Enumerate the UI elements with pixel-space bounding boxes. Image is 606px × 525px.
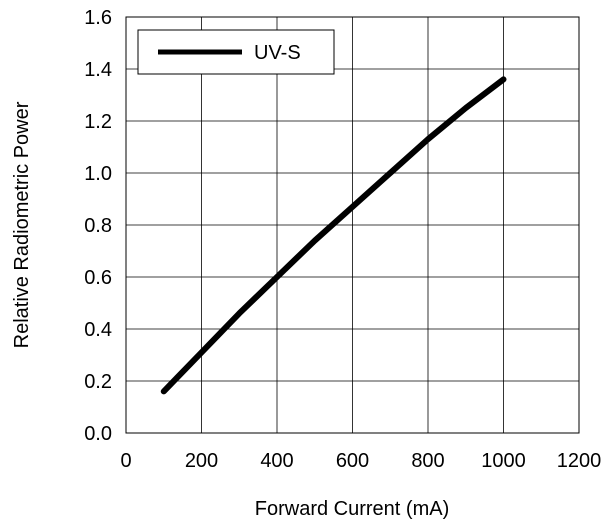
x-tick-label: 200 bbox=[185, 450, 218, 472]
plot-area-frame bbox=[125, 16, 580, 434]
x-tick-label: 0 bbox=[120, 450, 131, 472]
series-layer bbox=[160, 76, 507, 395]
series-line bbox=[160, 76, 507, 395]
y-axis-label: Relative Radiometric Power bbox=[11, 101, 33, 348]
y-tick-label: 1.0 bbox=[84, 163, 112, 185]
x-tick-label: 600 bbox=[336, 450, 369, 472]
y-tick-label: 1.2 bbox=[84, 111, 112, 133]
x-tick-label: 400 bbox=[260, 450, 293, 472]
y-tick-label: 0.0 bbox=[84, 423, 112, 445]
x-tick-label: 1200 bbox=[557, 450, 602, 472]
x-axis-ticks: 0 200 400 600 800 1000 1200 bbox=[120, 450, 601, 472]
x-tick-label: 800 bbox=[411, 450, 444, 472]
y-tick-label: 0.4 bbox=[84, 319, 112, 341]
grid bbox=[126, 17, 579, 433]
x-axis-label: Forward Current (mA) bbox=[255, 498, 449, 520]
legend: UV-S bbox=[137, 29, 335, 75]
x-tick-label: 1000 bbox=[481, 450, 526, 472]
legend-label: UV-S bbox=[254, 42, 301, 64]
y-tick-label: 1.6 bbox=[84, 7, 112, 29]
y-tick-label: 0.6 bbox=[84, 267, 112, 289]
y-tick-label: 0.2 bbox=[84, 371, 112, 393]
y-axis-ticks: 0.0 0.2 0.4 0.6 0.8 1.0 1.2 1.4 1.6 bbox=[84, 7, 112, 445]
y-tick-label: 1.4 bbox=[84, 59, 112, 81]
y-tick-label: 0.8 bbox=[84, 215, 112, 237]
